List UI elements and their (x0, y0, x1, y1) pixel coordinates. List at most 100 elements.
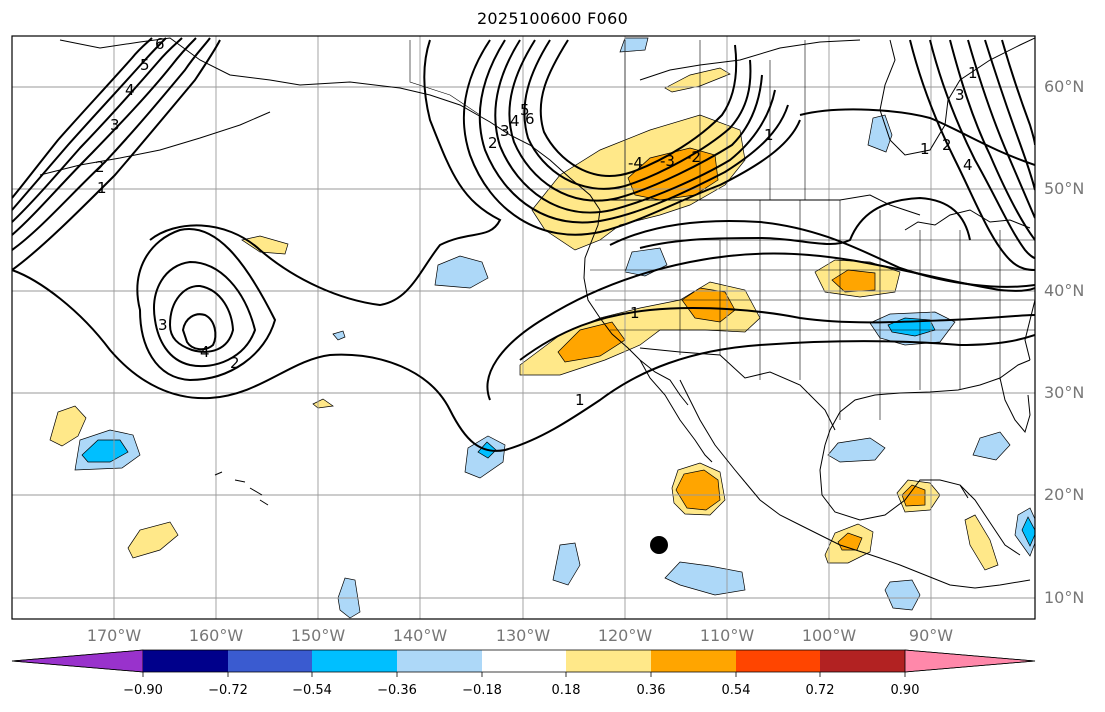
colorbar-tick-label: −0.72 (208, 683, 248, 698)
longitude-label: 90°W (908, 626, 954, 645)
colorbar-segment (397, 650, 482, 672)
coastlines (39, 37, 1035, 589)
contour-east-2 (929, 39, 1035, 259)
baja-california (639, 359, 713, 463)
contour-label: 3 (158, 316, 168, 334)
colorbar-segment (736, 650, 820, 672)
gulf-of-california (679, 379, 746, 483)
map-frame (11, 35, 1036, 620)
contour-2-plains (609, 219, 1035, 288)
contour-east-1 (909, 39, 1035, 271)
colorbar-segment (651, 650, 736, 672)
contour-label: 4 (963, 156, 973, 174)
colorbar-tick-label: 0.18 (551, 683, 581, 698)
latitude-label: 20°N (1044, 485, 1085, 504)
colorbar-segment (143, 650, 228, 672)
contour-1-southwest (486, 252, 1035, 401)
central-america-coast (959, 484, 1021, 556)
negative-anomaly-east-gulf (972, 431, 1011, 461)
contour-trough-2 (478, 39, 789, 224)
latitude-label: 60°N (1044, 77, 1085, 96)
negative-anomaly-east-pacific (664, 561, 746, 596)
strong-anomaly-southern-mexico (837, 532, 863, 551)
colorbar (11, 649, 1036, 677)
contour-label: 4 (200, 343, 210, 361)
contour-west-aleutian-6 (12, 37, 153, 199)
contour-label: 6 (155, 35, 165, 53)
contour-trough-6 (539, 39, 738, 177)
contour-east-3 (949, 39, 1035, 241)
colorbar-tick-label: 0.54 (721, 683, 751, 698)
colorbar-segment (228, 650, 312, 672)
contour-1-canada (799, 108, 1035, 166)
contour-label: 2 (230, 354, 240, 372)
latitude-label: 10°N (1044, 588, 1085, 607)
contour-low-2 (153, 260, 257, 367)
contour-low-3 (168, 284, 235, 353)
west-coast-north-america (583, 209, 689, 406)
contour-1-pacific (12, 269, 1035, 452)
contour-west-aleutian-5 (12, 37, 167, 211)
contour-label: 6 (525, 110, 535, 128)
contour-low-4 (181, 313, 217, 351)
negative-anomaly-gulf-alaska-south (434, 255, 489, 289)
negative-anomaly-canada (867, 114, 893, 153)
latitude-label: 50°N (1044, 179, 1085, 198)
negative-anomaly-south-east (884, 579, 921, 611)
longitude-label: 160°W (188, 626, 244, 645)
contour-label: 3 (500, 122, 510, 140)
colorbar-tick-label: −0.90 (123, 683, 163, 698)
longitude-label: 130°W (495, 626, 551, 645)
colorbar-segment (820, 650, 905, 672)
gulf-of-mexico-coast (824, 359, 1031, 446)
longitude-label: 140°W (392, 626, 448, 645)
contour-west-aleutian-1 (12, 39, 221, 271)
longitude-label: 170°W (86, 626, 142, 645)
contour-low-1 (136, 227, 277, 382)
longitude-label: 120°W (597, 626, 653, 645)
colorbar-segment (566, 650, 651, 672)
contour-label: -2 (686, 148, 701, 166)
contour-label: 1 (968, 64, 978, 82)
strong-negative-anomaly-pacific-west (81, 439, 129, 463)
hawaii-islands (214, 471, 269, 506)
longitude-label: 150°W (290, 626, 346, 645)
alaska-canada-border (409, 40, 481, 116)
positive-anomaly-hawaii-west (49, 405, 87, 447)
contour-label: 4 (510, 112, 520, 130)
storm-marker (650, 536, 668, 554)
contour-trough-1 (462, 39, 801, 236)
latitude-label: 30°N (1044, 383, 1085, 402)
us-mexico-border (639, 347, 836, 431)
colorbar-tick-label: −0.18 (462, 683, 502, 698)
alaska-coast (59, 37, 601, 211)
gridlines (12, 36, 1035, 619)
colorbar-ticks (142, 672, 906, 677)
contour-lines (12, 37, 1035, 452)
contour-label: 1 (920, 140, 930, 158)
longitude-label: 100°W (801, 626, 857, 645)
strong-anomaly-central-plains (831, 269, 876, 293)
colorbar-tick-label: 0.36 (636, 683, 666, 698)
contour-trough-5 (523, 39, 752, 190)
positive-anomaly-south-pacific (127, 521, 179, 559)
negative-anomaly-south-central (552, 542, 581, 586)
contour-label: 2 (942, 136, 952, 154)
contour-label: 4 (125, 81, 135, 99)
contour-west-aleutian-4 (12, 37, 183, 223)
contour-label: 3 (955, 86, 965, 104)
contour-label: 1 (630, 304, 640, 322)
colorbar-extend-low (11, 649, 144, 673)
anomaly-fills (49, 37, 1035, 619)
negative-anomaly-nevada (624, 247, 668, 277)
contour-label: 2 (95, 158, 105, 176)
canada-arctic-coast (639, 39, 861, 81)
positive-anomaly-alaska (664, 67, 731, 93)
contour-label: 2 (488, 134, 498, 152)
colorbar-tick-label: 0.90 (890, 683, 920, 698)
contour-west-aleutian-2 (12, 37, 211, 251)
florida-coast (999, 377, 1031, 434)
contour-label: 5 (520, 101, 530, 119)
